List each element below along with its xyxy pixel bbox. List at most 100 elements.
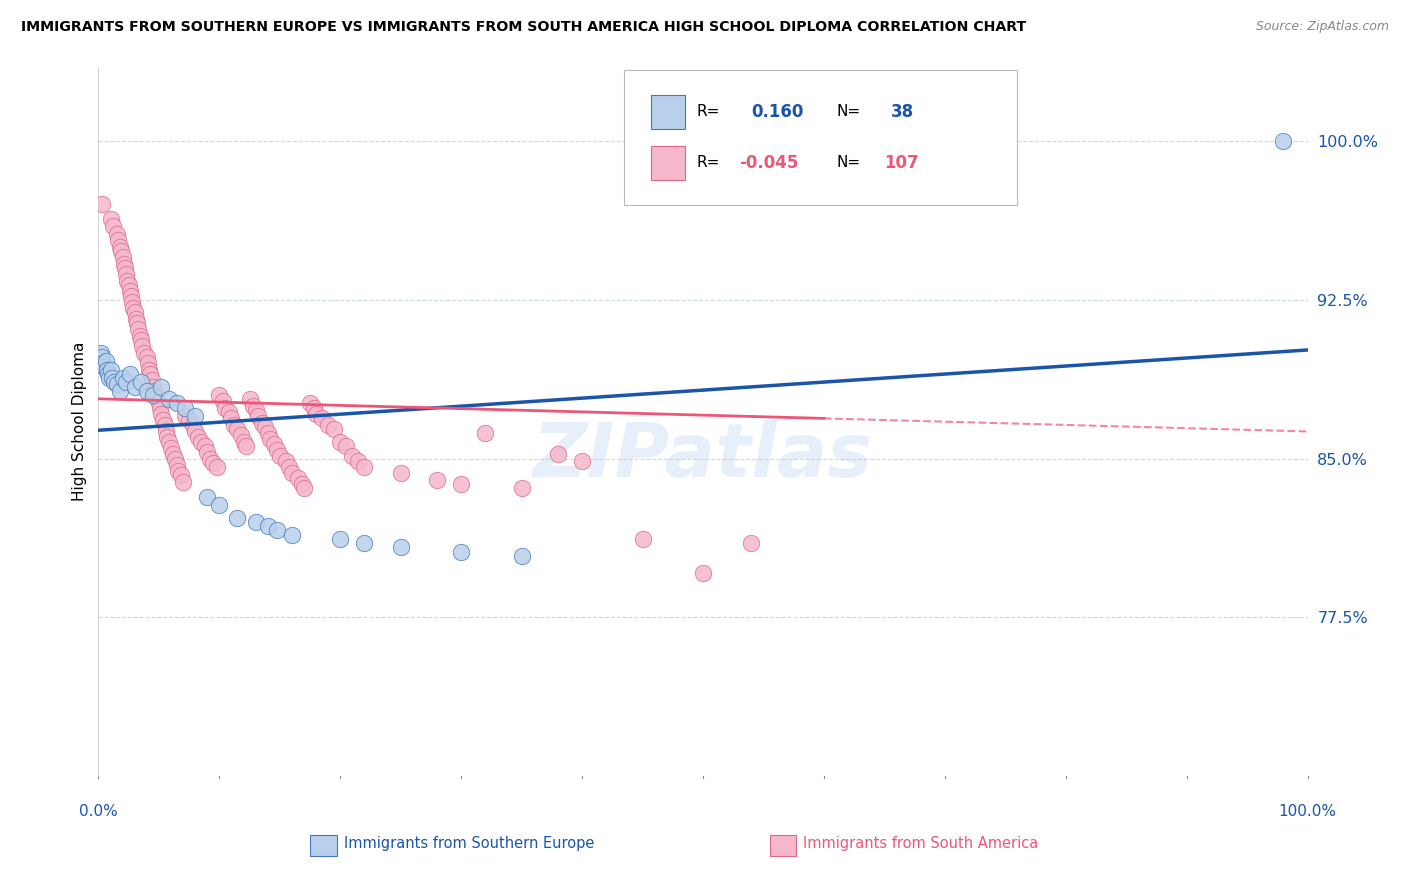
Point xyxy=(245,515,267,529)
Point xyxy=(120,288,142,302)
Point xyxy=(239,392,262,407)
Point xyxy=(214,401,236,415)
Point xyxy=(124,305,146,319)
FancyBboxPatch shape xyxy=(651,145,685,179)
Point xyxy=(208,498,231,512)
Point xyxy=(118,367,141,381)
Point xyxy=(692,566,714,580)
Point xyxy=(153,417,176,432)
Point xyxy=(179,413,201,427)
Point xyxy=(247,409,270,424)
Point xyxy=(129,376,152,390)
Point xyxy=(129,333,152,347)
Point xyxy=(150,407,173,421)
Point xyxy=(202,456,225,470)
Point xyxy=(98,371,121,385)
Point xyxy=(292,481,315,495)
Y-axis label: High School Diploma: High School Diploma xyxy=(72,342,87,501)
Text: 38: 38 xyxy=(890,103,914,120)
Point xyxy=(278,460,301,475)
Text: R=: R= xyxy=(697,104,720,119)
Point xyxy=(142,379,165,393)
Point xyxy=(195,445,218,459)
Text: ZIPatlas: ZIPatlas xyxy=(533,420,873,493)
Point xyxy=(281,527,304,541)
Point xyxy=(108,240,131,254)
Point xyxy=(221,411,243,425)
Point xyxy=(190,434,212,449)
Point xyxy=(117,274,139,288)
Point xyxy=(174,409,197,424)
Point xyxy=(138,362,160,376)
Point xyxy=(229,428,252,442)
Point xyxy=(254,419,277,434)
Point xyxy=(274,453,297,467)
Text: 100.0%: 100.0% xyxy=(1278,805,1337,820)
Point xyxy=(131,339,153,353)
Text: IMMIGRANTS FROM SOUTHERN EUROPE VS IMMIGRANTS FROM SOUTH AMERICA HIGH SCHOOL DIP: IMMIGRANTS FROM SOUTHERN EUROPE VS IMMIG… xyxy=(21,20,1026,34)
Point xyxy=(263,436,285,450)
Point xyxy=(222,417,245,432)
Point xyxy=(148,396,170,410)
Point xyxy=(162,447,184,461)
Point xyxy=(139,367,162,381)
FancyBboxPatch shape xyxy=(311,835,336,856)
Point xyxy=(100,371,122,385)
Point xyxy=(299,396,322,410)
Point xyxy=(157,392,180,407)
Point xyxy=(335,439,357,453)
Point xyxy=(329,532,352,546)
Point xyxy=(281,467,304,481)
Point xyxy=(256,519,278,533)
Point xyxy=(194,439,217,453)
Point xyxy=(136,356,159,370)
Point xyxy=(226,510,249,524)
Point xyxy=(232,434,254,449)
Point xyxy=(256,426,278,441)
Point xyxy=(111,371,134,385)
Point xyxy=(169,468,191,483)
Point xyxy=(152,413,174,427)
Point xyxy=(740,536,762,550)
Point xyxy=(124,379,146,393)
Point xyxy=(96,362,118,376)
Point xyxy=(115,268,138,282)
Point xyxy=(157,434,180,449)
Point xyxy=(122,301,145,316)
Point xyxy=(323,422,346,436)
Point xyxy=(93,360,115,375)
Point xyxy=(329,434,352,449)
Point xyxy=(218,405,240,419)
Text: 0.0%: 0.0% xyxy=(79,805,118,820)
Point xyxy=(135,350,157,364)
Text: -0.045: -0.045 xyxy=(740,153,799,171)
Point xyxy=(114,260,136,275)
Point xyxy=(110,244,132,258)
Point xyxy=(184,424,207,438)
Point xyxy=(128,328,150,343)
Point xyxy=(150,379,173,393)
Point xyxy=(510,481,533,495)
FancyBboxPatch shape xyxy=(651,95,685,128)
Point xyxy=(135,384,157,398)
Point xyxy=(100,362,122,376)
Point xyxy=(90,345,112,359)
Text: N=: N= xyxy=(837,155,860,170)
Point xyxy=(195,490,218,504)
Point xyxy=(287,470,309,484)
Point xyxy=(269,450,291,464)
Point xyxy=(259,433,281,447)
Point xyxy=(311,411,333,425)
Text: R=: R= xyxy=(697,155,720,170)
Point xyxy=(91,350,114,364)
Point xyxy=(212,394,235,409)
FancyBboxPatch shape xyxy=(769,835,796,856)
Point xyxy=(121,294,143,309)
Point xyxy=(242,399,264,413)
Point xyxy=(187,430,209,444)
Point xyxy=(156,430,179,444)
Point xyxy=(250,416,273,430)
Point xyxy=(145,390,167,404)
Point xyxy=(105,227,128,241)
Point xyxy=(118,285,141,299)
